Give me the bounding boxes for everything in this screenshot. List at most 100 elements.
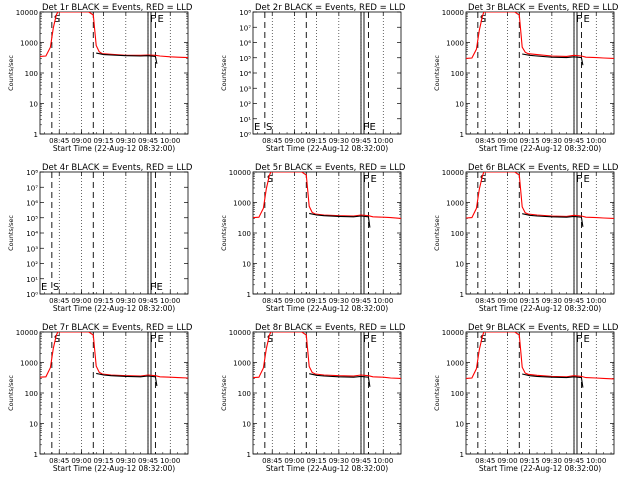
y-tick-label: 100 — [451, 390, 464, 398]
x-tick-label: 10:00 — [373, 297, 393, 305]
y-tick-label: 10 — [29, 101, 38, 109]
event-corner-label: E — [41, 282, 47, 293]
x-tick-label: 09:00 — [71, 457, 91, 465]
x-tick-label: 09:30 — [542, 297, 562, 305]
x-axis-label: Start Time (22-Aug-12 08:32:00) — [53, 144, 175, 153]
x-tick-label: 10:00 — [586, 297, 606, 305]
x-tick-label: 09:30 — [329, 137, 349, 145]
y-tick-label: 1000 — [233, 200, 251, 208]
x-tick-label: 08:45 — [262, 297, 282, 305]
x-tick-label: 09:30 — [329, 297, 349, 305]
y-tick-label: 10000 — [16, 9, 38, 17]
events-series-line — [96, 372, 158, 387]
det-8-chart: Det 8r BLACK = Events, RED = LLD 1 10 100 10… — [220, 323, 406, 473]
event-marker-label: S — [267, 334, 273, 345]
event-marker-label: E — [583, 14, 589, 25]
chart-title: Det 7r BLACK = Events, RED = LLD — [42, 323, 193, 333]
x-tick-label: 09:45 — [564, 137, 584, 145]
y-axis-label: Counts/sec — [7, 215, 15, 251]
x-tick-label: 09:30 — [542, 137, 562, 145]
y-tick-label: 100 — [238, 390, 251, 398]
x-axis-label: Start Time (22-Aug-12 08:32:00) — [266, 144, 388, 153]
y-tick-label: 10² — [26, 261, 38, 269]
chart-title: Det 6r BLACK = Events, RED = LLD — [468, 163, 619, 173]
event-marker-label: F — [576, 334, 582, 345]
y-tick-label: 10⁵ — [239, 55, 251, 63]
x-tick-label: 09:15 — [94, 297, 114, 305]
x-tick-label: 09:15 — [307, 297, 327, 305]
y-tick-label: 1 — [460, 291, 464, 299]
det-1-chart: Det 1r BLACK = Events, RED = LLD 1 10 100 10… — [7, 3, 193, 153]
y-axis-label: Counts/sec — [220, 215, 228, 251]
det-5-chart: Det 5r BLACK = Events, RED = LLD 1 10 100 10… — [220, 163, 406, 313]
y-tick-label: 10² — [239, 101, 251, 109]
y-tick-label: 10³ — [26, 245, 38, 253]
chart-title: Det 4r BLACK = Events, RED = LLD — [42, 163, 193, 173]
det-7-chart: Det 7r BLACK = Events, RED = LLD 1 10 100 10… — [7, 323, 193, 473]
det-6-chart: Det 6r BLACK = Events, RED = LLD 1 10 100 10… — [433, 163, 619, 313]
x-tick-label: 09:15 — [520, 457, 540, 465]
y-tick-label: 100 — [25, 70, 38, 78]
y-tick-label: 10000 — [229, 169, 251, 177]
y-tick-label: 10⁶ — [26, 200, 38, 208]
plot-frame — [465, 171, 615, 295]
x-tick-label: 10:00 — [373, 137, 393, 145]
event-marker-label: E — [370, 174, 376, 185]
y-tick-label: 1000 — [20, 40, 38, 48]
y-tick-label: 1 — [460, 131, 464, 139]
y-tick-label: 1 — [460, 451, 464, 459]
y-tick-label: 1 — [34, 451, 38, 459]
plot-frame — [39, 331, 189, 455]
x-tick-label: 09:30 — [542, 457, 562, 465]
y-tick-label: 10³ — [239, 85, 251, 93]
x-tick-label: 09:45 — [351, 137, 371, 145]
y-tick-label: 10⁰ — [26, 291, 38, 299]
x-tick-label: 08:45 — [49, 457, 69, 465]
x-axis-label: Start Time (22-Aug-12 08:32:00) — [479, 144, 601, 153]
y-tick-label: 10 — [455, 101, 464, 109]
x-tick-label: 09:30 — [116, 297, 136, 305]
event-corner-label: F — [150, 282, 156, 293]
x-tick-label: 09:45 — [564, 297, 584, 305]
det-4-chart: Det 4r BLACK = Events, RED = LLD 10⁰ 10¹ 10… — [7, 163, 193, 313]
x-tick-label: 08:45 — [49, 297, 69, 305]
y-tick-label: 10 — [242, 421, 251, 429]
x-tick-label: 10:00 — [586, 457, 606, 465]
event-marker-label: F — [363, 174, 369, 185]
event-marker-label: F — [150, 14, 156, 25]
event-corner-label: F — [363, 122, 369, 133]
x-tick-label: 09:15 — [307, 457, 327, 465]
y-tick-label: 10⁷ — [239, 24, 251, 32]
chart-title: Det 2r BLACK = Events, RED = LLD — [255, 3, 406, 13]
event-marker-label: E — [583, 334, 589, 345]
x-tick-label: 08:45 — [475, 297, 495, 305]
event-marker-label: S — [480, 174, 486, 185]
lld-series-line — [253, 172, 401, 219]
event-marker-label: F — [150, 334, 156, 345]
y-tick-label: 10⁵ — [26, 215, 38, 223]
y-tick-label: 100 — [451, 70, 464, 78]
plot-frame — [252, 11, 402, 135]
y-tick-label: 1000 — [233, 360, 251, 368]
y-tick-label: 10000 — [442, 169, 464, 177]
event-marker-label: F — [576, 14, 582, 25]
events-series-line — [309, 373, 371, 387]
x-tick-label: 08:45 — [475, 457, 495, 465]
x-tick-label: 09:15 — [94, 137, 114, 145]
y-tick-label: 100 — [238, 230, 251, 238]
plot-frame — [252, 331, 402, 455]
plot-frame — [252, 171, 402, 295]
y-tick-label: 10 — [242, 261, 251, 269]
x-tick-label: 09:45 — [351, 457, 371, 465]
x-tick-label: 10:00 — [160, 137, 180, 145]
x-tick-label: 10:00 — [586, 137, 606, 145]
event-marker-label: E — [583, 174, 589, 185]
y-tick-label: 10⁴ — [239, 70, 251, 78]
y-tick-label: 1 — [247, 451, 251, 459]
events-series-line — [522, 53, 584, 66]
plot-frame — [465, 331, 615, 455]
lld-series-line — [466, 12, 614, 59]
y-tick-label: 10⁴ — [26, 230, 38, 238]
plot-frame — [39, 11, 189, 135]
x-axis-label: Start Time (22-Aug-12 08:32:00) — [53, 464, 175, 473]
